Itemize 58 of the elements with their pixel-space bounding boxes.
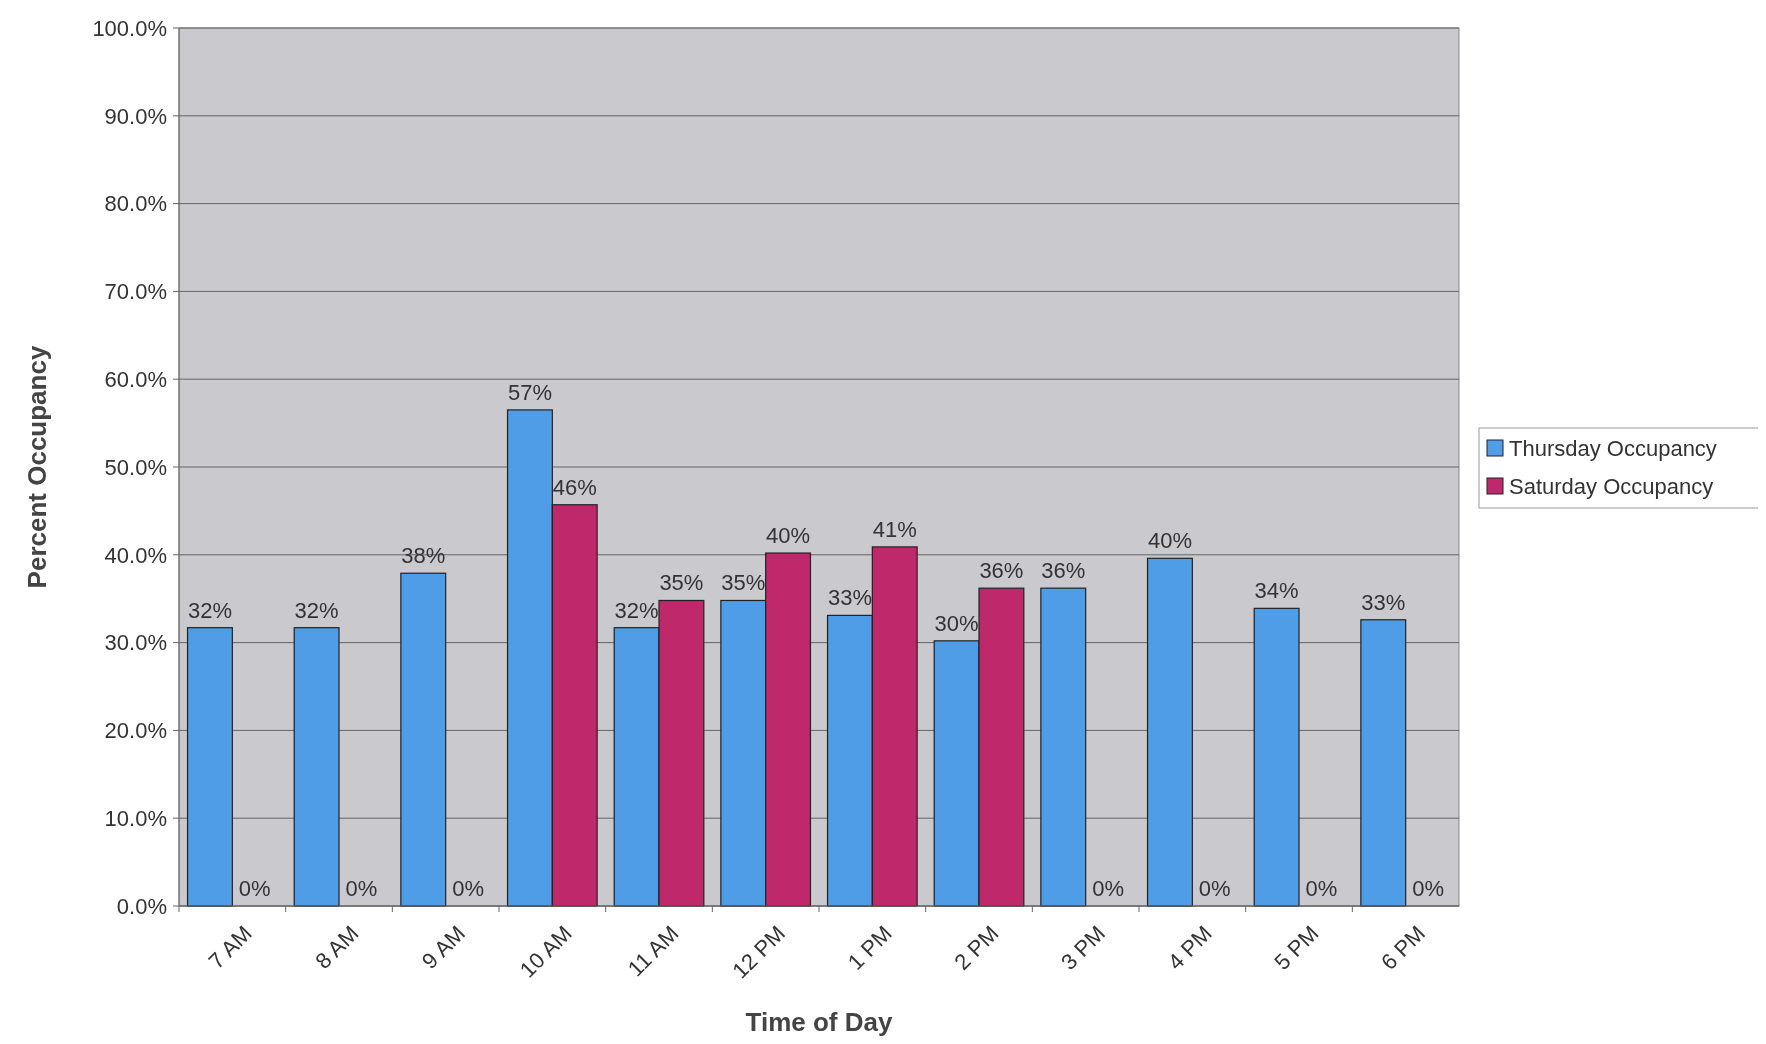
bar (1253, 607, 1300, 907)
data-label: 40% (1147, 528, 1192, 554)
legend-label: Saturday Occupancy (1509, 473, 1714, 499)
bar (293, 627, 340, 907)
data-label: 33% (827, 585, 872, 611)
x-tick-label: 5 PM (1269, 920, 1324, 975)
y-tick-label: 80.0% (104, 191, 167, 217)
y-tick-label: 100.0% (92, 15, 167, 41)
data-label: 0% (238, 876, 271, 901)
x-axis-title: Time of Day (745, 1007, 893, 1037)
data-label: 40% (766, 523, 811, 549)
bar (1146, 557, 1193, 907)
bar (1360, 619, 1407, 907)
bar (186, 627, 233, 907)
data-label: 36% (1041, 558, 1086, 584)
data-label: 36% (979, 558, 1024, 584)
x-tick-label: 10 AM (514, 920, 577, 983)
y-tick-label: 90.0% (104, 103, 167, 129)
data-label: 41% (872, 516, 917, 542)
data-label: 0% (345, 876, 378, 901)
x-tick-label: 12 PM (727, 920, 791, 984)
x-tick-label: 7 AM (203, 920, 257, 974)
y-tick-label: 0.0% (116, 893, 167, 919)
data-label: 57% (507, 379, 552, 405)
y-axis-title: Percent Occupancy (22, 345, 52, 589)
y-tick-label: 70.0% (104, 279, 167, 305)
y-tick-label: 30.0% (104, 630, 167, 656)
data-label: 0% (1305, 876, 1338, 901)
bar (400, 572, 447, 907)
x-tick-label: 11 AM (622, 920, 684, 982)
y-tick-label: 60.0% (104, 366, 167, 392)
data-label: 30% (934, 610, 979, 636)
data-label: 35% (659, 570, 704, 596)
x-tick-label: 4 PM (1162, 920, 1217, 975)
data-label: 35% (721, 570, 766, 596)
data-label: 33% (1361, 589, 1406, 615)
bar (1040, 587, 1087, 907)
data-label: 32% (614, 597, 659, 623)
y-tick-label: 50.0% (104, 454, 167, 480)
x-tick-label: 6 PM (1376, 920, 1431, 975)
x-tick-label: 9 AM (416, 920, 471, 974)
data-label: 32% (294, 597, 339, 623)
data-label: 32% (187, 597, 232, 623)
data-label: 38% (401, 543, 446, 569)
y-tick-label: 10.0% (104, 805, 167, 831)
data-label: 0% (1412, 876, 1444, 901)
data-label: 0% (1092, 876, 1124, 901)
y-tick-label: 40.0% (104, 542, 167, 568)
x-tick-label: 1 PM (842, 920, 897, 975)
data-label: 34% (1254, 578, 1299, 604)
x-tick-label: 3 PM (1056, 920, 1111, 975)
data-label: 0% (1198, 876, 1231, 901)
y-tick-label: 20.0% (104, 718, 167, 744)
x-tick-label: 2 PM (949, 920, 1004, 975)
x-tick-label: 8 AM (310, 920, 364, 974)
data-label: 0% (452, 876, 484, 901)
legend-label: Thursday Occupancy (1509, 435, 1717, 461)
data-label: 46% (552, 474, 597, 500)
